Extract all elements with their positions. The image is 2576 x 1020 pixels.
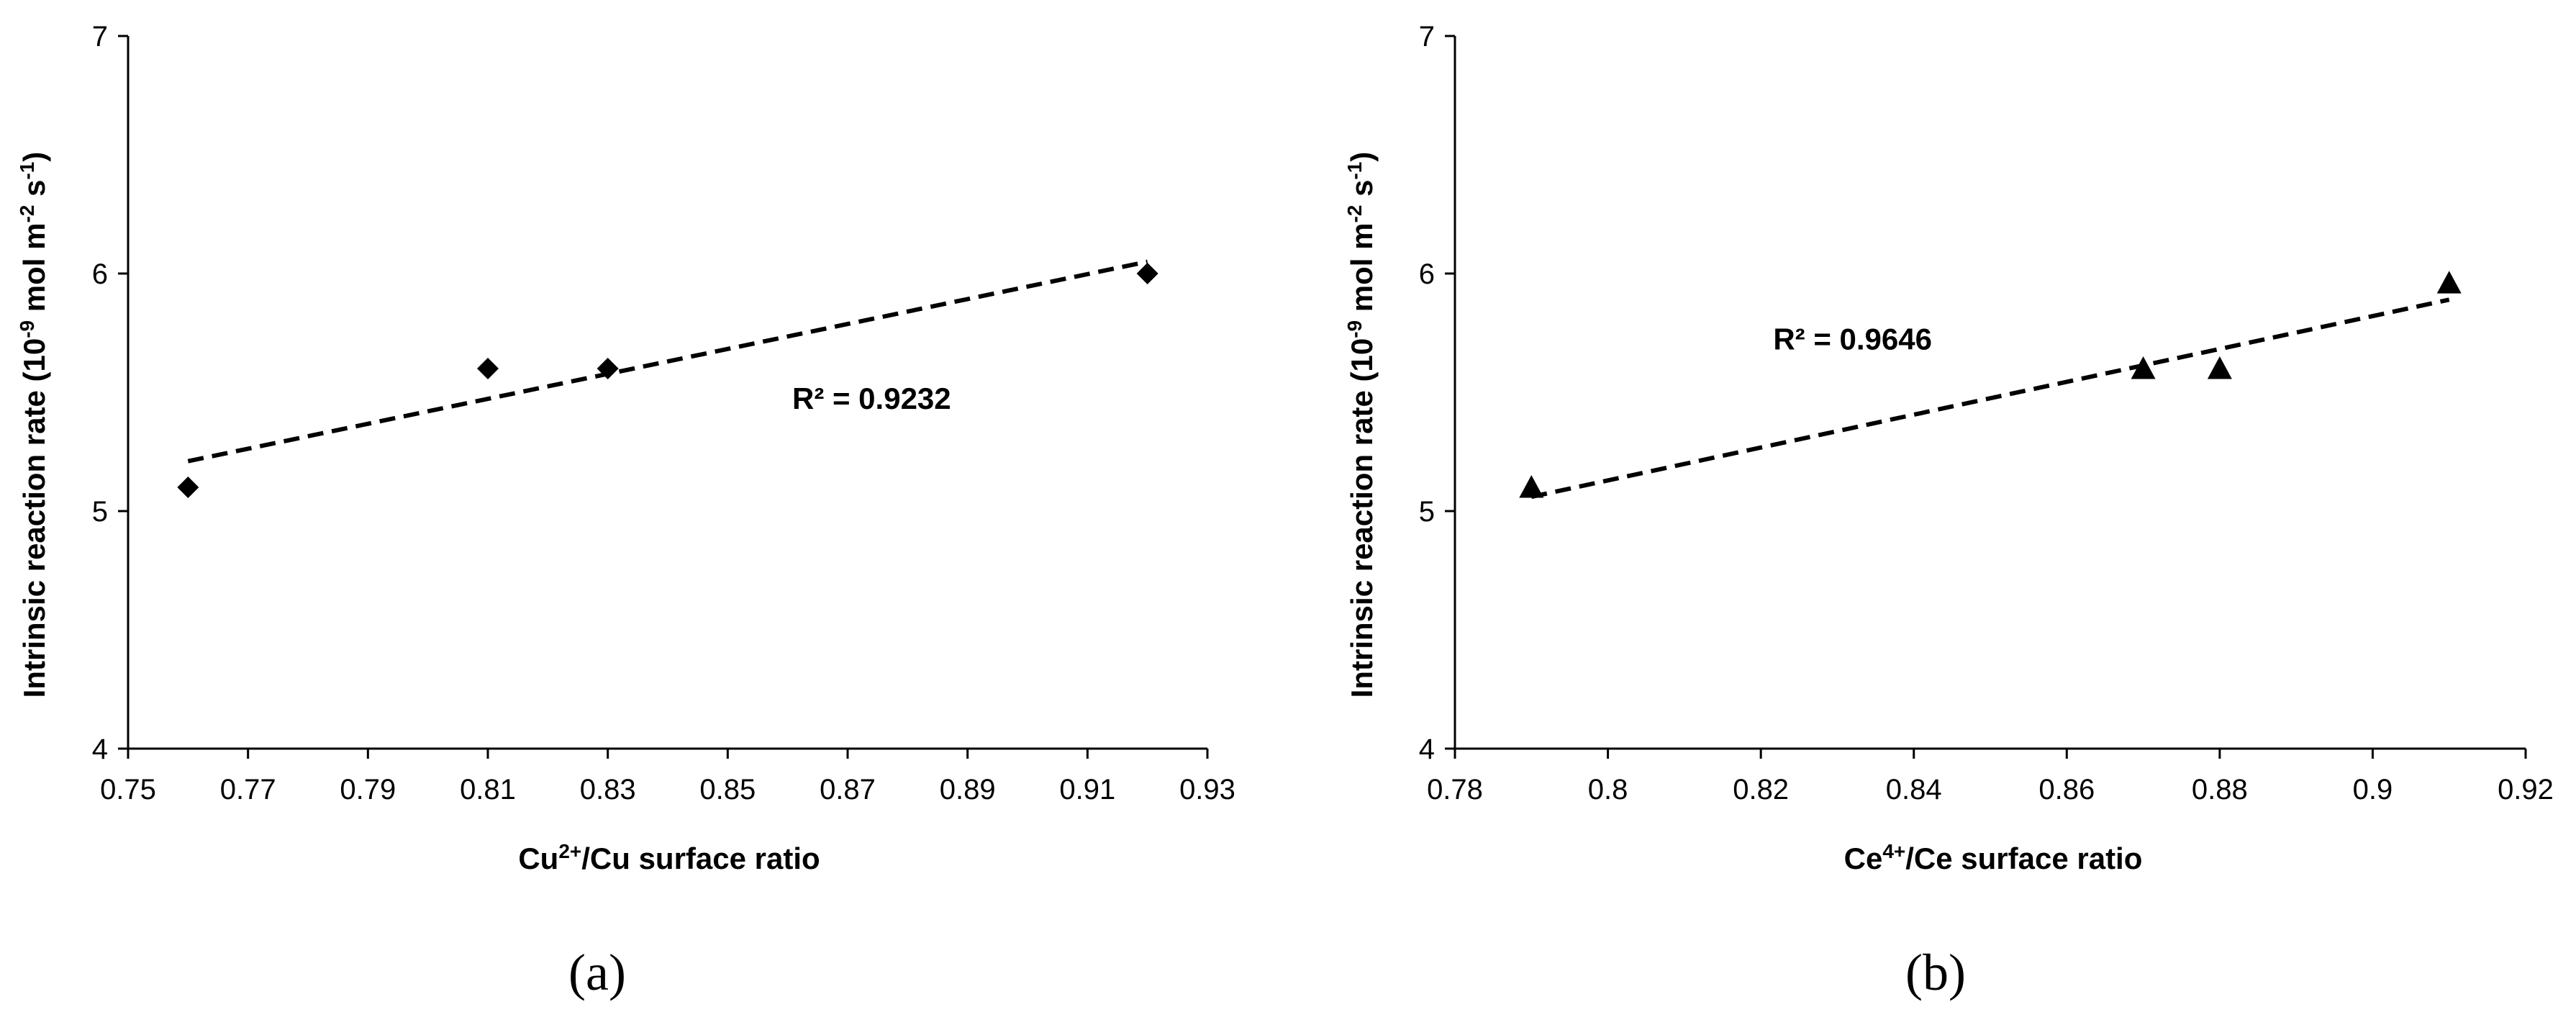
- y-tick-label-b-3: 7: [1419, 21, 1435, 53]
- x-tick-label-b-0: 0.78: [1427, 774, 1483, 805]
- x-axis-title-b: Ce4+/Ce surface ratio: [1844, 840, 2143, 875]
- panel-label-a: (a): [568, 944, 626, 1001]
- data-point-b-2: [2207, 356, 2232, 379]
- y-axis-title-a: Intrinsic reaction rate (10-9 mol m-2 s-…: [16, 152, 51, 698]
- x-tick-label-a-7: 0.89: [940, 774, 996, 805]
- x-tick-label-b-6: 0.9: [2353, 774, 2393, 805]
- x-tick-label-a-3: 0.81: [460, 774, 516, 805]
- data-point-a-3: [1136, 263, 1158, 284]
- y-tick-label-b-2: 6: [1419, 258, 1435, 290]
- y-tick-label-a-3: 7: [92, 21, 108, 53]
- y-tick-label-b-0: 4: [1419, 734, 1435, 765]
- x-tick-label-b-5: 0.88: [2192, 774, 2248, 805]
- trendline-a: [187, 259, 1148, 464]
- x-tick-label-a-0: 0.75: [100, 774, 156, 805]
- trendline-b: [1530, 297, 2450, 500]
- x-tick-label-a-6: 0.87: [820, 774, 876, 805]
- x-tick-label-a-1: 0.77: [220, 774, 276, 805]
- y-tick-label-a-2: 6: [92, 258, 108, 290]
- panel-label-b: (b): [1905, 944, 1966, 1001]
- y-tick-label-b-1: 5: [1419, 496, 1435, 528]
- data-point-a-2: [597, 358, 619, 379]
- data-point-a-0: [177, 477, 199, 498]
- x-tick-label-a-8: 0.91: [1059, 774, 1115, 805]
- data-point-b-1: [2131, 356, 2156, 379]
- x-axis-title-a: Cu2+/Cu surface ratio: [518, 840, 820, 875]
- x-tick-label-b-2: 0.82: [1733, 774, 1789, 805]
- r-squared-annotation-b: R² = 0.9646: [1773, 322, 1932, 356]
- x-tick-label-a-9: 0.93: [1179, 774, 1235, 805]
- x-tick-label-a-4: 0.83: [580, 774, 636, 805]
- y-tick-label-a-0: 4: [92, 734, 108, 765]
- x-tick-label-a-2: 0.79: [340, 774, 396, 805]
- y-tick-label-a-1: 5: [92, 496, 108, 528]
- chart-panel-b: Intrinsic reaction rate (10-9 mol m-2 s-…: [1343, 21, 2554, 1001]
- x-tick-label-b-3: 0.84: [1886, 774, 1942, 805]
- x-tick-label-b-1: 0.8: [1588, 774, 1628, 805]
- data-point-a-1: [477, 358, 499, 379]
- x-tick-label-b-7: 0.92: [2498, 774, 2554, 805]
- x-tick-label-a-5: 0.85: [699, 774, 756, 805]
- data-point-b-3: [2436, 271, 2462, 294]
- y-axis-title-b: Intrinsic reaction rate (10-9 mol m-2 s-…: [1343, 152, 1379, 698]
- r-squared-annotation-a: R² = 0.9232: [792, 382, 951, 415]
- chart-panel-a: Intrinsic reaction rate (10-9 mol m-2 s-…: [16, 21, 1235, 1001]
- x-tick-label-b-4: 0.86: [2038, 774, 2095, 805]
- data-point-b-0: [1519, 475, 1544, 498]
